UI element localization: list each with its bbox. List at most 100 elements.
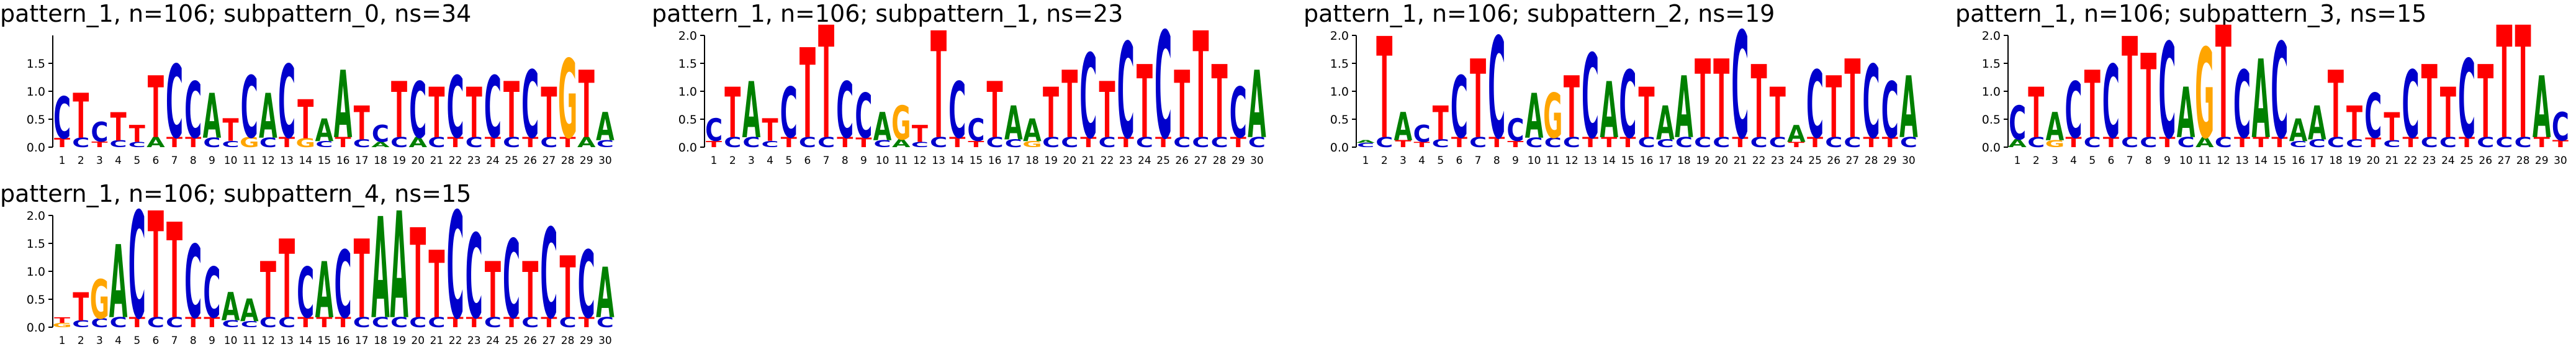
logo-letter-minor: C [428,135,445,151]
logo-letter-major: T [1043,73,1059,154]
logo-letter-minor: C [1694,135,1711,151]
x-tick-label: 19 [1044,155,1058,167]
x-tick-label: 4 [115,155,122,167]
logo-column-6: CT [147,181,164,352]
logo-letter-major: T [1713,37,1729,163]
logo-column-19: CT [1694,37,1711,163]
logo-column-14: TC [948,66,966,156]
logo-column-24: CT [1136,44,1153,161]
logo-letter-major: A [1248,51,1266,159]
logo-letter-minor: C [817,135,835,151]
logo-letter-major: T [1174,51,1190,159]
logo-column-1: GT [52,315,71,328]
logo-column-16: TA [334,51,353,159]
logo-letter-minor: C [110,315,127,331]
x-tick-label: 3 [96,155,103,167]
x-tick-label: 4 [767,155,773,167]
logo-column-21: CT [428,73,445,154]
x-tick-label: 22 [1101,155,1114,167]
logo-letter-minor: T [579,315,595,331]
logo-letter-major: T [73,80,89,152]
logo-letter-major: A [1356,139,1376,143]
logo-column-18: AC [371,120,390,149]
logo-letter-major: T [1844,37,1860,163]
logo-letter-major: T [541,73,557,154]
logo-letter-major: A [240,293,259,328]
logo-letter-minor: T [1118,135,1135,151]
logo-letter-minor: C [1211,135,1228,151]
logo-letter-major: C [2271,16,2288,168]
logo-letter-minor: G [1022,139,1042,149]
x-tick-label: 1 [2014,155,2021,167]
logo-letter-major: T [2440,73,2456,154]
logo-letter-major: C [2458,37,2475,163]
logo-letter-major: C [1806,51,1824,159]
logo-letter-minor: C [2140,135,2157,151]
logo-letter-major: T [428,73,444,154]
logo-letter-major: T [912,120,928,147]
logo-letter-minor: C [1376,135,1393,151]
logo-letter-minor: C [930,135,947,151]
logo-letter-minor: T [855,135,871,151]
x-tick-label: 18 [1025,155,1039,167]
logo-column-4: TC [2065,66,2083,156]
logo-column-22: CT [1099,66,1116,156]
logo-column-27: CT [540,73,557,154]
logo-letter-major: T [1099,66,1115,156]
logo-column-9: TC [1506,113,1524,149]
logo-letter-major: A [742,66,761,156]
x-tick-label: 23 [2423,155,2436,167]
logo-column-16: CT [1638,73,1655,154]
logo-letter-minor: C [353,137,371,150]
logo-column-14: TC [297,253,314,334]
logo-letter-major: T [1212,44,1228,161]
logo-column-22: TC [447,58,464,157]
logo-letter-major: T [73,285,89,330]
x-tick-label: 25 [505,335,518,347]
logo-letter-minor: T [522,135,539,151]
logo-letter-major: A [2533,58,2551,157]
logo-letter-minor: C [390,315,408,331]
logo-column-21: TC [1079,30,1097,165]
y-axis: 0.0 0.5 1.0 1.5 2.0 [678,29,705,155]
logo-letter-major: A [1899,58,1918,157]
x-tick-label: 22 [2404,155,2418,167]
x-tick-label: 17 [1659,155,1672,167]
x-tick-label: 16 [2292,155,2305,167]
logo-column-29: TC [578,231,595,339]
x-tick-label: 29 [580,155,593,167]
logo-letter-minor: T [1601,135,1618,151]
logo-letter-minor: T [204,315,220,331]
x-tick-label: 1 [59,335,66,347]
logo-letter-major: T [166,196,182,348]
y-tick-label: 0.5 [1982,113,2001,127]
logo-letter-major: T [2346,96,2362,150]
logo-panel-0: pattern_1, n=106; subpattern_0, ns=34 0.… [0,0,621,177]
logo-column-9: TC [2158,16,2176,168]
logo-letter-minor: C [762,139,779,149]
x-tick-label: 22 [449,155,462,167]
logo-letter-minor: T [2234,135,2251,151]
x-tick-label: 5 [1437,155,1444,167]
x-tick-label: 30 [2554,155,2567,167]
logo-letter-minor: C [91,317,108,330]
y-axis: 0.0 0.5 1.0 1.5 2.0 [27,209,53,335]
y-tick-label: 0.5 [27,113,45,127]
logo-letter-minor: T [129,315,146,331]
logo-letter-minor: T [1732,135,1749,151]
logo-letter-major: C [1731,1,1749,172]
logo-letter-major: T [1564,58,1580,157]
logo-letter-minor: C [1469,135,1487,151]
x-tick-label: 24 [1138,155,1151,167]
logo-letter-major: T [818,0,834,174]
logo-letter-major: C [1619,51,1636,159]
logo-column-15: TC [2271,16,2288,168]
logo-letter-minor: C [2308,137,2326,150]
logo-column-11: CA [240,293,259,329]
logo-letter-major: G [558,37,577,163]
logo-letter-minor: T [335,135,352,151]
x-tick-label: 22 [1752,155,1766,167]
logo-letter-minor: T [1080,135,1097,151]
logo-letter-major: A [2289,113,2308,148]
logo-column-26: CT [2477,44,2494,161]
